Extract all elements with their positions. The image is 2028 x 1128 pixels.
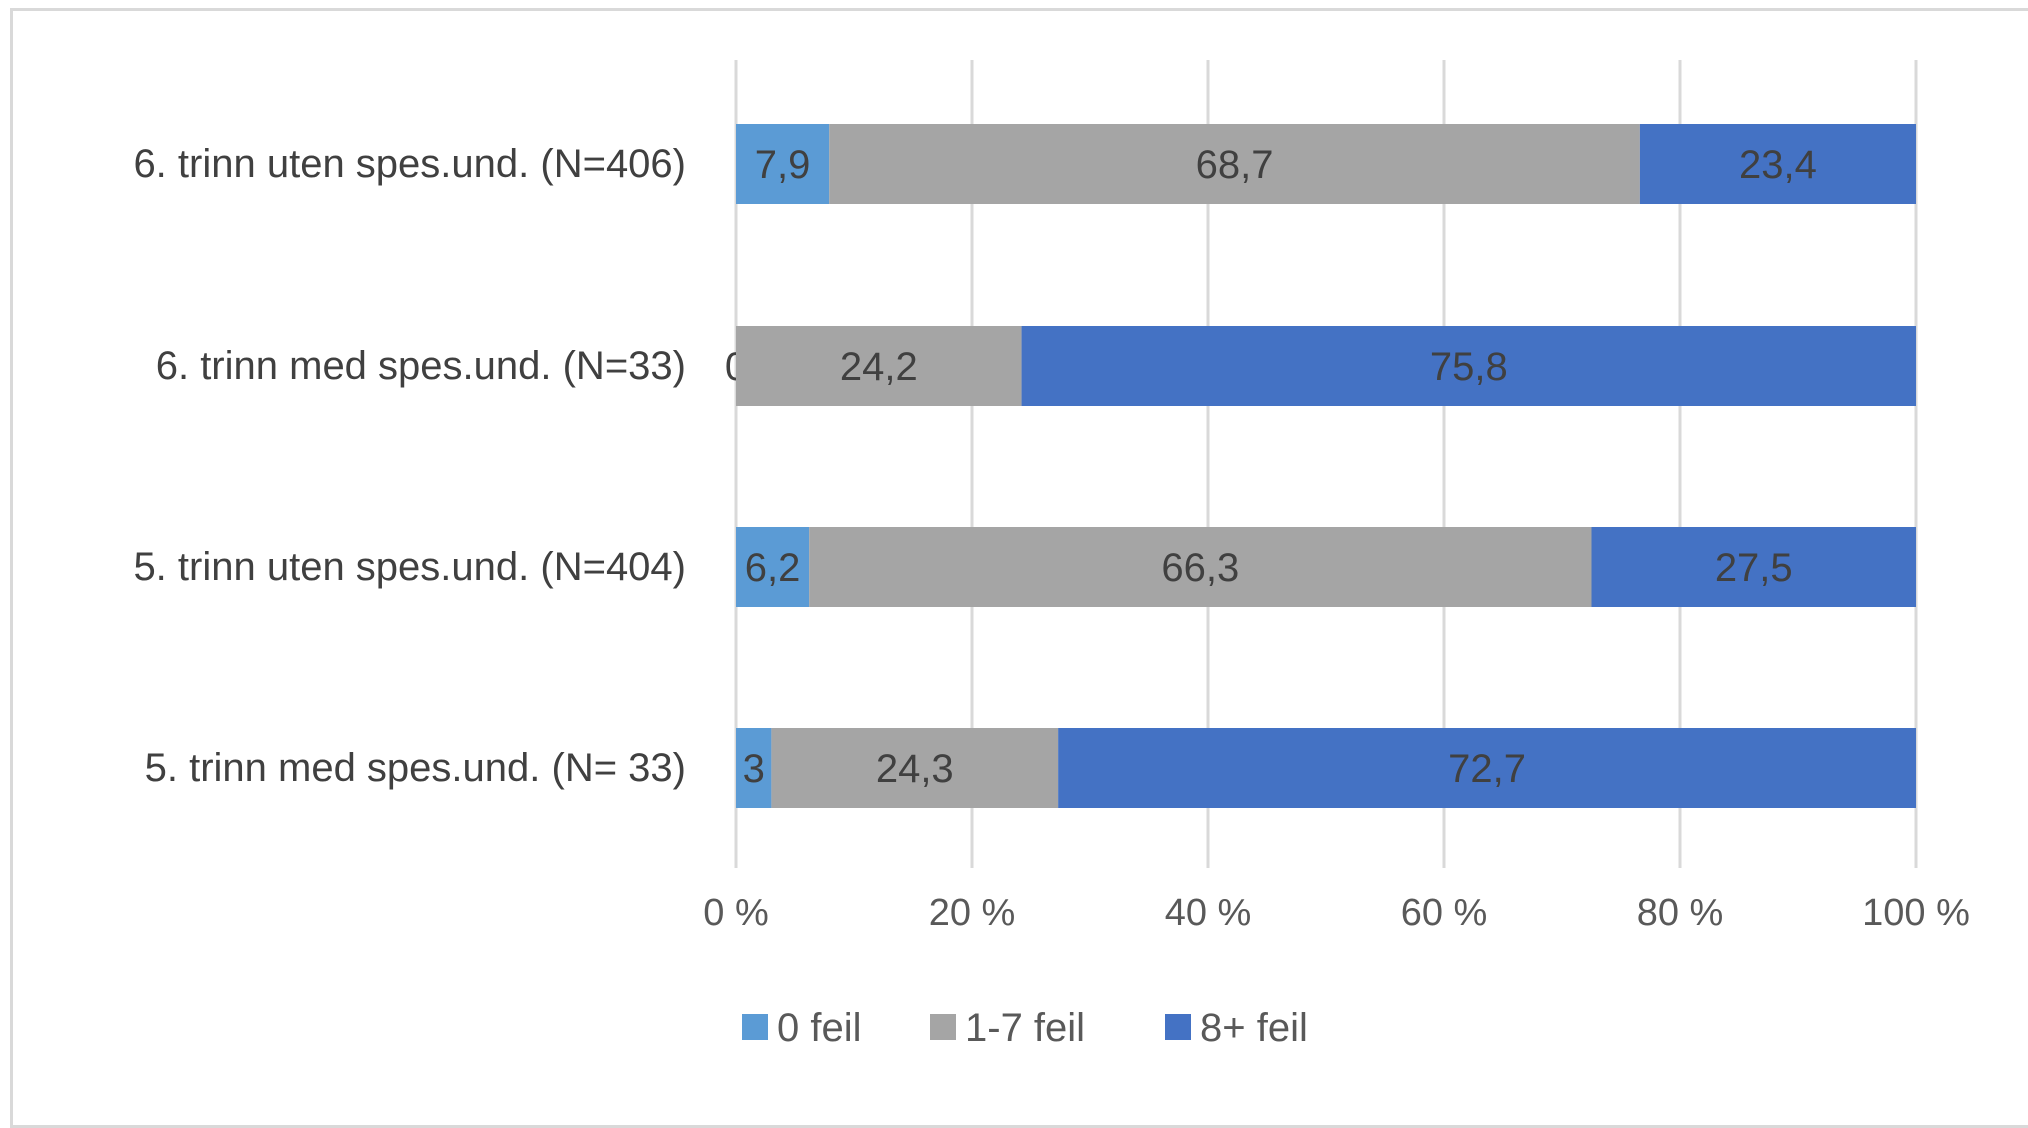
- x-tick-label: 80 %: [1637, 892, 1724, 934]
- data-label: 23,4: [1739, 143, 1817, 187]
- category-label: 5. trinn uten spes.und. (N=404): [133, 545, 686, 589]
- x-tick-label: 0 %: [703, 892, 768, 934]
- bar-segment: [1639, 124, 1916, 204]
- legend-swatch: [930, 1014, 956, 1040]
- bar-segment: [736, 124, 830, 204]
- category-label: 6. trinn med spes.und. (N=33): [156, 344, 686, 388]
- bar-segment: [1021, 326, 1916, 406]
- bar-segment: [736, 326, 1022, 406]
- bar-segment: [736, 527, 810, 607]
- x-tick-label: 20 %: [929, 892, 1016, 934]
- bar-segment: [829, 124, 1640, 204]
- x-tick-label: 100 %: [1862, 892, 1970, 934]
- data-label: 7,9: [755, 143, 811, 187]
- data-label: 24,3: [876, 747, 954, 791]
- bar-segment: [1591, 527, 1916, 607]
- bar-segment: [736, 728, 772, 808]
- legend-label: 1-7 feil: [965, 1006, 1085, 1050]
- data-label: 68,7: [1196, 143, 1274, 187]
- data-label: 24,2: [840, 345, 918, 389]
- data-label: 6,2: [745, 546, 801, 590]
- category-label: 6. trinn uten spes.und. (N=406): [133, 142, 686, 186]
- data-label: 72,7: [1448, 747, 1526, 791]
- x-tick-label: 40 %: [1165, 892, 1252, 934]
- bar-segment: [771, 728, 1059, 808]
- bar-segment: [1058, 728, 1916, 808]
- category-label: 5. trinn med spes.und. (N= 33): [145, 746, 686, 790]
- legend-swatch: [742, 1014, 768, 1040]
- legend-swatch: [1165, 1014, 1191, 1040]
- bar-segment: [809, 527, 1592, 607]
- data-label: 75,8: [1430, 345, 1508, 389]
- data-label: 66,3: [1161, 546, 1239, 590]
- x-tick-label: 60 %: [1401, 892, 1488, 934]
- legend-label: 8+ feil: [1200, 1006, 1308, 1050]
- legend-label: 0 feil: [777, 1006, 862, 1050]
- stacked-bar-chart: 0 % 20 % 40 % 60 % 80 % 100 % 6. trinn uten sp…: [133, 60, 1970, 1050]
- data-label: 3: [743, 747, 765, 791]
- data-label: 27,5: [1715, 546, 1793, 590]
